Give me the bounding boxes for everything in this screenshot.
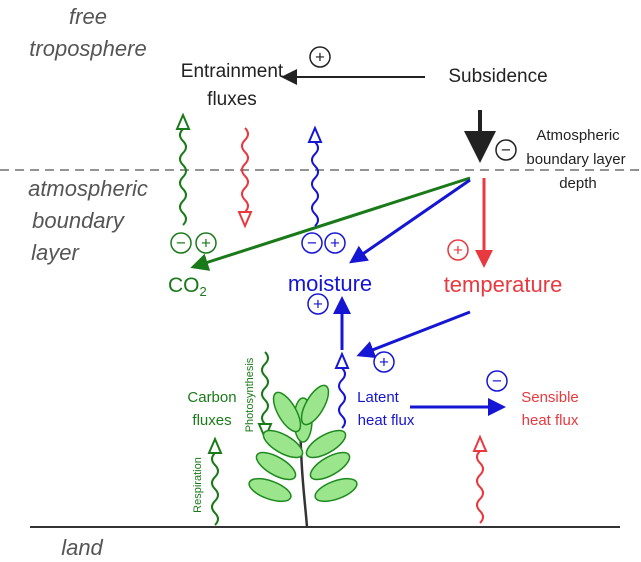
sign-circle xyxy=(447,239,469,261)
label: temperature xyxy=(444,272,563,297)
leaf xyxy=(262,429,304,459)
leaf xyxy=(272,391,302,433)
label: Entrainment xyxy=(181,61,284,82)
label: depth xyxy=(559,175,597,192)
flux-wave xyxy=(476,450,484,524)
region-label: free xyxy=(69,4,107,29)
sign-circle xyxy=(373,351,395,373)
sign-circle xyxy=(309,46,331,68)
label: heat flux xyxy=(358,412,415,429)
sign-circle xyxy=(195,232,217,254)
leaf xyxy=(314,477,358,503)
region-label: land xyxy=(61,535,103,560)
co2-label: CO2 xyxy=(168,274,207,300)
sign-circle xyxy=(301,232,323,254)
leaf xyxy=(255,451,297,481)
arrow xyxy=(349,178,471,264)
plant xyxy=(248,384,358,528)
flux-head xyxy=(207,436,223,454)
flux-head xyxy=(175,112,191,130)
leaf xyxy=(309,451,351,481)
sign: − xyxy=(501,140,511,159)
sign-circle xyxy=(170,232,192,254)
co2-sub: 2 xyxy=(200,284,207,299)
region-label: atmospheric xyxy=(28,176,148,201)
flux-head xyxy=(307,125,323,143)
flux-wave xyxy=(179,128,187,226)
label: Subsidence xyxy=(448,66,547,87)
sign: + xyxy=(201,233,211,252)
arrow xyxy=(356,310,471,359)
label: fluxes xyxy=(192,412,231,429)
sign: + xyxy=(315,47,325,66)
flux-head xyxy=(472,434,488,452)
label: Respiration xyxy=(192,457,204,513)
sign: + xyxy=(313,294,323,313)
label: Carbon xyxy=(187,389,236,406)
sign-circle xyxy=(495,139,517,161)
sign: + xyxy=(379,352,389,371)
flux-wave xyxy=(311,141,319,227)
region-label: boundary xyxy=(32,208,126,233)
sign: + xyxy=(330,233,340,252)
label: Latent xyxy=(357,389,400,406)
sign-circle xyxy=(324,232,346,254)
leaf xyxy=(300,384,330,426)
sign-circle xyxy=(486,370,508,392)
label: moisture xyxy=(288,271,372,296)
region-label: layer xyxy=(31,240,80,265)
label: Photosynthesis xyxy=(244,357,256,432)
sign: + xyxy=(453,240,463,259)
layout xyxy=(0,69,641,528)
arrow xyxy=(190,176,471,271)
flux-wave xyxy=(261,351,269,425)
label: boundary layer xyxy=(526,151,625,168)
flux-head xyxy=(334,351,350,369)
sign: − xyxy=(176,233,186,252)
sign: − xyxy=(492,371,502,390)
sign: − xyxy=(307,233,317,252)
signs: +−− + − + +++− xyxy=(170,46,517,392)
flux-wave xyxy=(241,127,249,213)
co2-base: CO xyxy=(168,274,200,297)
flux-waves xyxy=(175,112,488,526)
label: fluxes xyxy=(207,89,257,110)
label: heat flux xyxy=(522,412,579,429)
flux-wave xyxy=(338,367,346,429)
label: Sensible xyxy=(521,389,579,406)
leaf xyxy=(305,429,347,459)
flux-head xyxy=(237,211,253,229)
sign-circle xyxy=(307,293,329,315)
region-label: troposphere xyxy=(29,36,146,61)
leaf xyxy=(248,477,292,503)
label: Atmospheric xyxy=(536,127,620,144)
flux-wave xyxy=(211,452,219,526)
